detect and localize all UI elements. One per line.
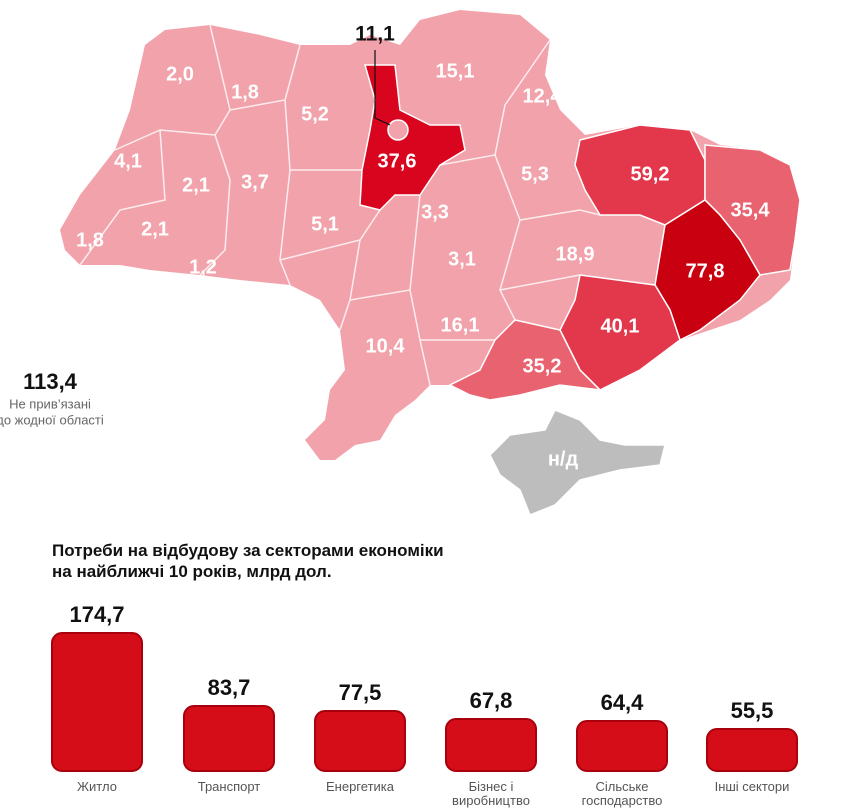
value-label: 174,7 <box>69 602 125 627</box>
region-label: 37,6 <box>378 150 417 172</box>
kyiv-city-label: 11,1 <box>355 23 395 46</box>
bar <box>706 727 798 772</box>
value-label: 77,5 <box>338 679 382 705</box>
value-label: 64,4 <box>600 690 644 716</box>
kyiv-city-leader <box>374 50 391 126</box>
region-label: 15,1 <box>436 60 475 82</box>
region-label: 35,2 <box>523 355 562 377</box>
map: 11,1 2,0 1,8 5,2 15,1 12,4 4,1 2,1 3,7 37,6 5,3 59,… <box>0 10 801 516</box>
kyiv-city-marker <box>387 119 409 141</box>
bar <box>51 632 143 772</box>
region <box>359 64 466 211</box>
region-label: 77,8 <box>686 260 725 282</box>
region-label: 2,1 <box>141 218 169 240</box>
value-label: 55,5 <box>730 697 774 723</box>
category-label: Житло <box>77 779 117 794</box>
region-label: 5,3 <box>521 163 549 185</box>
region-label: 4,1 <box>114 150 142 172</box>
region-label: 2,0 <box>166 63 194 85</box>
bar <box>445 717 537 772</box>
region-label: 40,1 <box>601 315 640 337</box>
region-label: 3,7 <box>241 171 269 193</box>
region-label: 10,4 <box>366 335 406 357</box>
category-label: Бізнес і виробництво <box>452 779 530 808</box>
region <box>489 409 666 516</box>
region-label: 3,3 <box>421 201 449 223</box>
region-label: 5,2 <box>301 103 329 125</box>
chart-title: Потреби на відбудову за секторами економ… <box>52 540 444 582</box>
region-label: 35,4 <box>731 199 771 221</box>
unassigned-note: Не прив’язані <box>9 396 91 411</box>
region-label: 18,9 <box>556 243 595 265</box>
bar <box>183 704 275 772</box>
category-label: Транспорт <box>197 779 261 794</box>
category-label: Сільське господарство <box>581 779 663 808</box>
region-label: 3,1 <box>448 248 476 270</box>
region-label: 12,4 <box>523 85 563 107</box>
region <box>448 319 603 401</box>
region-label: 1,8 <box>76 229 104 251</box>
region-borders <box>79 24 601 386</box>
region-label: н/д <box>548 448 579 470</box>
bar <box>576 720 668 772</box>
region-label: 1,8 <box>231 81 259 103</box>
value-label: 83,7 <box>207 674 251 700</box>
category-label: Інші сектори <box>714 779 790 794</box>
region <box>559 274 681 391</box>
unassigned-note: до жодної області <box>0 412 104 427</box>
region-label: 16,1 <box>441 314 480 336</box>
category-label: Енергетика <box>326 779 394 794</box>
value-label: 67,8 <box>469 687 513 713</box>
chart-title-line: Потреби на відбудову за секторами економ… <box>52 541 444 560</box>
region-label: 2,1 <box>182 174 210 196</box>
unassigned-value: 113,4 <box>23 369 78 394</box>
region-label: 5,1 <box>311 213 339 235</box>
region-label: 59,2 <box>631 163 670 185</box>
region-label: 1,2 <box>189 256 217 278</box>
chart-title-line: на найближчі 10 років, млрд дол. <box>52 562 332 581</box>
bar <box>314 709 406 772</box>
